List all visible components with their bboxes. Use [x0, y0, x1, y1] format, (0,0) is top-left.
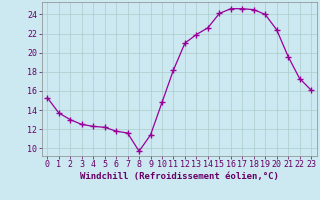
X-axis label: Windchill (Refroidissement éolien,°C): Windchill (Refroidissement éolien,°C): [80, 172, 279, 181]
